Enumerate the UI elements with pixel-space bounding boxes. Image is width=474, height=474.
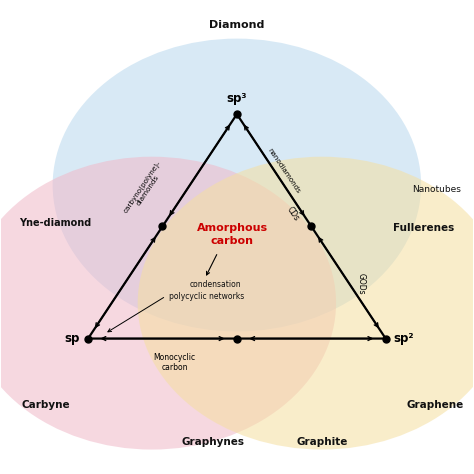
Text: Nanotubes: Nanotubes xyxy=(411,185,461,194)
Text: Amorphous
carbon: Amorphous carbon xyxy=(197,223,268,246)
Text: Fullerenes: Fullerenes xyxy=(393,223,454,233)
Text: Graphite: Graphite xyxy=(296,438,347,447)
Text: polycyclic networks: polycyclic networks xyxy=(169,292,244,301)
Text: Graphene: Graphene xyxy=(407,400,464,410)
Text: sp: sp xyxy=(64,332,80,345)
Text: CDs: CDs xyxy=(285,206,301,223)
Text: GODs: GODs xyxy=(356,273,365,295)
Text: Graphynes: Graphynes xyxy=(182,438,245,447)
Text: nanodiamonds: nanodiamonds xyxy=(267,147,301,194)
Ellipse shape xyxy=(53,38,421,331)
Ellipse shape xyxy=(0,157,336,449)
Text: carbyno(polyne)-
diamonds: carbyno(polyne)- diamonds xyxy=(122,159,168,218)
Text: condensation: condensation xyxy=(190,280,241,289)
Text: sp²: sp² xyxy=(394,332,414,345)
Text: Monocyclic
carbon: Monocyclic carbon xyxy=(154,353,196,372)
Text: Yne-diamond: Yne-diamond xyxy=(19,218,91,228)
Text: Carbyne: Carbyne xyxy=(21,400,70,410)
Text: Diamond: Diamond xyxy=(209,20,264,30)
Ellipse shape xyxy=(137,157,474,449)
Text: sp³: sp³ xyxy=(227,92,247,105)
